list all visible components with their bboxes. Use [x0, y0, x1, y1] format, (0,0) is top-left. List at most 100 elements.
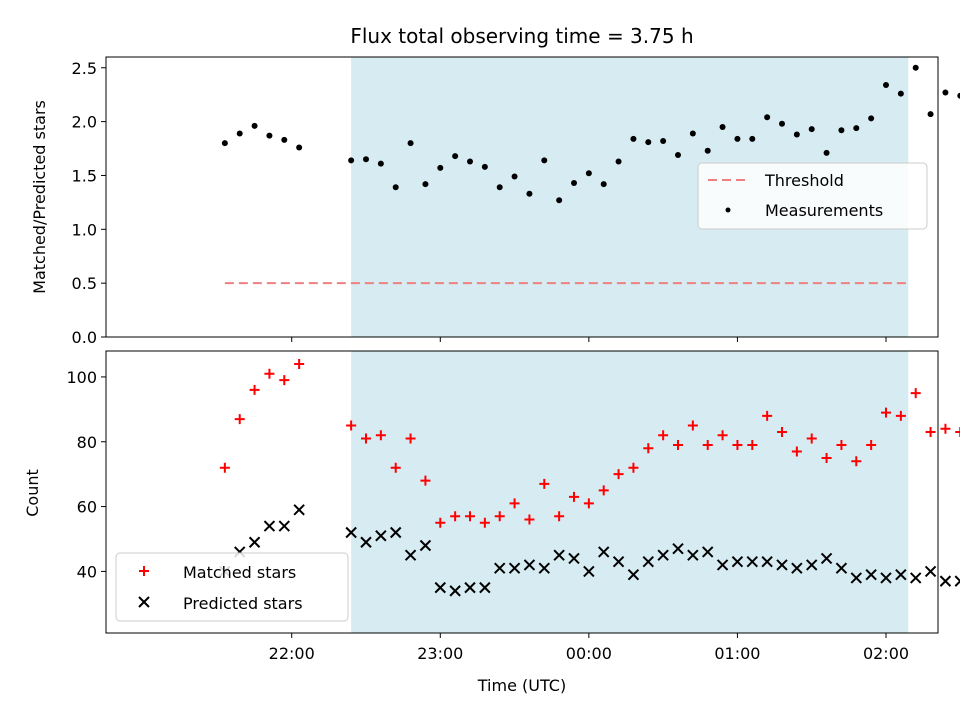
matched-star-point: [375, 430, 386, 441]
measurement-point: [823, 149, 830, 156]
matched-star-point: [361, 433, 371, 444]
matched-star-point: [821, 452, 832, 463]
matched-star-point: [249, 384, 260, 395]
measurement-point: [927, 111, 934, 118]
measurement-point: [868, 115, 875, 122]
measurement-point: [437, 164, 444, 171]
measurement-point: [675, 152, 681, 158]
matched-star-point: [554, 511, 565, 522]
measurement-point: [266, 132, 273, 139]
matched-star-point: [940, 423, 951, 434]
y-tick-label: 1.0: [72, 220, 97, 239]
matched-star-point: [851, 456, 862, 467]
observing-window-shade: [351, 351, 909, 633]
predicted-star-point: [404, 549, 417, 561]
predicted-star-point: [494, 562, 506, 574]
measurement-point: [600, 181, 607, 188]
predicted-star-point: [598, 546, 610, 558]
predicted-star-point: [910, 572, 922, 584]
predicted-star-point: [464, 581, 476, 594]
predicted-star-point: [865, 568, 877, 581]
matched-star-point: [494, 511, 505, 522]
matched-star-point: [465, 511, 475, 522]
matched-star-point: [450, 511, 461, 522]
matched-star-point: [762, 410, 773, 421]
x-axis-label: Time (UTC): [477, 676, 566, 695]
matched-star-point: [346, 420, 357, 431]
matched-star-point: [925, 427, 936, 438]
measurement-point: [296, 144, 303, 151]
matched-star-point: [955, 427, 960, 438]
matched-star-point: [732, 440, 743, 450]
axes-frame: [105, 56, 939, 338]
predicted-star-point: [508, 562, 521, 574]
matched-star-point: [435, 517, 446, 528]
matched-star-point: [702, 440, 713, 450]
matched-star-point: [673, 440, 683, 450]
legend-matched-label: Matched stars: [183, 563, 296, 582]
predicted-star-point: [553, 549, 565, 561]
predicted-star-point: [642, 555, 654, 568]
matched-star-point: [777, 427, 787, 438]
matched-star-point: [264, 368, 275, 379]
matched-star-point: [866, 440, 877, 450]
predicted-star-point: [687, 549, 699, 561]
predicted-star-point: [627, 568, 640, 581]
y-tick-label: 40: [77, 562, 97, 581]
predicted-star-point: [293, 504, 305, 516]
matched-star-point: [747, 440, 758, 450]
matched-star-point: [219, 462, 230, 473]
predicted-star-point: [523, 559, 536, 571]
axes-frame: [105, 350, 939, 634]
measurement-point: [957, 92, 960, 99]
legend-measurements-swatch: [725, 207, 731, 213]
measurement-point: [251, 122, 258, 129]
measurement-point: [281, 136, 288, 143]
legend-measurements-label: Measurements: [765, 201, 883, 220]
y-tick-label: 1.5: [72, 166, 97, 185]
matched-star-point: [643, 443, 654, 454]
y-tick-label: 0.5: [72, 274, 97, 293]
measurement-point: [585, 170, 592, 177]
predicted-star-point: [538, 562, 550, 574]
predicted-star-point: [924, 565, 937, 578]
measurement-point: [221, 140, 228, 147]
predicted-star-point: [657, 549, 669, 561]
matched-star-point: [390, 462, 401, 473]
matched-star-point: [294, 358, 305, 369]
measurement-point: [660, 138, 667, 144]
measurement-point: [348, 157, 355, 164]
predicted-star-point: [791, 562, 803, 574]
matched-star-point: [420, 475, 431, 486]
matched-star-point: [881, 407, 891, 418]
legend-box: [115, 552, 349, 622]
legend-matched-swatch: [139, 566, 149, 576]
matched-star-point: [658, 430, 669, 441]
predicted-star-point: [345, 526, 357, 539]
predicted-star-point: [390, 526, 402, 539]
top-y-axis-label: Matched/Predicted stars: [30, 100, 49, 294]
matched-star-point: [910, 388, 921, 399]
predicted-star-point: [776, 559, 788, 571]
predicted-star-point: [419, 539, 432, 552]
matched-star-point: [836, 440, 847, 450]
measurement-point: [496, 184, 503, 191]
matched-star-point: [791, 446, 802, 457]
predicted-star-point: [583, 565, 595, 578]
matched-star-point: [569, 491, 579, 502]
matched-star-point: [613, 469, 624, 480]
measurement-point: [511, 173, 518, 180]
measurement-point: [392, 184, 399, 191]
measurement-point: [704, 147, 711, 154]
predicted-star-point: [612, 555, 625, 568]
matched-star-point: [405, 433, 416, 444]
measurement-point: [645, 139, 652, 146]
matched-star-point: [628, 462, 639, 473]
predicted-star-point: [850, 572, 862, 584]
predicted-star-point: [278, 520, 290, 532]
x-tick-label: 00:00: [566, 644, 612, 663]
measurement-point: [615, 158, 622, 165]
matched-star-point: [279, 375, 290, 386]
bottom-panel: 22:00 23:00 00:00 01:00 02:00 40 60 80 100 Matche…: [66, 350, 960, 663]
